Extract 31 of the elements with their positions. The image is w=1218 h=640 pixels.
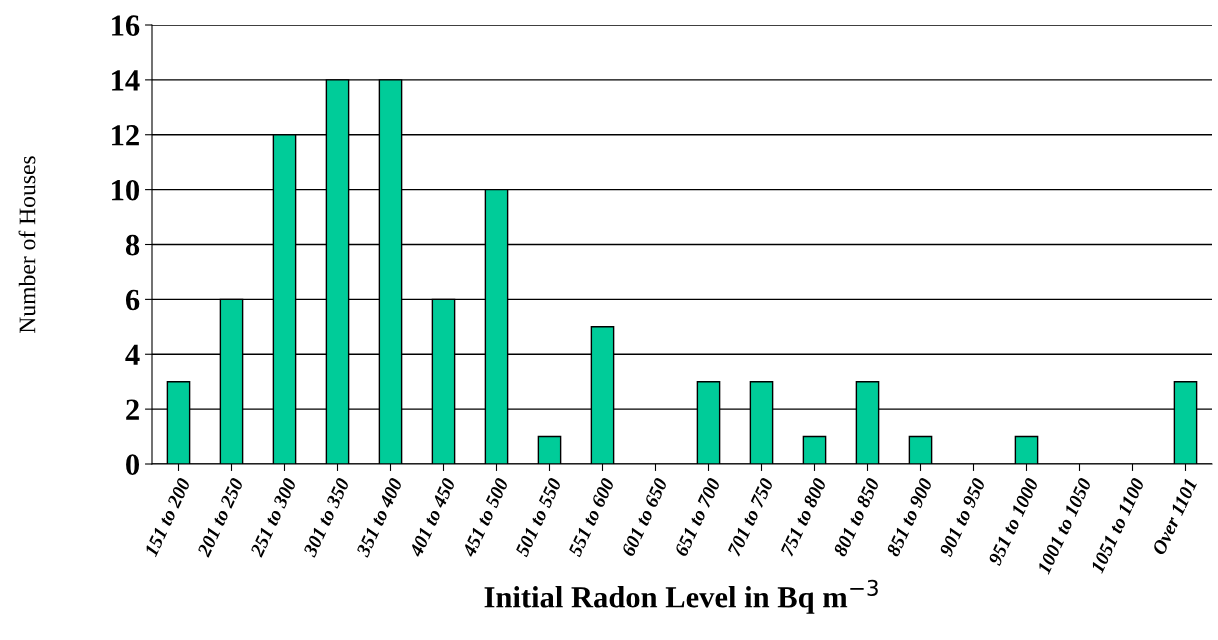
y-tick-label: 6 — [125, 289, 140, 311]
x-tick-label: 151 to 200 — [144, 477, 191, 558]
x-tick-label: 751 to 800 — [780, 477, 827, 557]
x-tick-label: 601 to 650 — [621, 477, 668, 558]
x-tick-label: 651 to 700 — [674, 477, 721, 558]
y-tick-label: 8 — [125, 234, 140, 256]
y-tick-label: 10 — [112, 179, 140, 201]
x-tick-label: 951 to 1000 — [987, 477, 1039, 567]
x-tick-label: 501 to 550 — [514, 477, 562, 558]
y-axis-title: Number of Houses — [18, 156, 36, 333]
y-tick-label: 12 — [112, 125, 139, 146]
x-tick-label: 351 to 400 — [355, 477, 403, 558]
x-tick-label: 851 to 900 — [886, 477, 933, 558]
x-tick-label: 551 to 600 — [567, 477, 615, 558]
y-tick-label: 2 — [126, 399, 139, 420]
x-tick-label: Over 1101 — [1151, 478, 1198, 556]
x-axis-title: Initial Radon Level in Bq m$^{−3}$ — [484, 579, 878, 614]
y-tick-label: 0 — [126, 454, 140, 475]
y-tick-label: 16 — [112, 15, 140, 36]
y-tick-label: 4 — [125, 344, 140, 365]
x-tick-label: 301 to 350 — [302, 477, 350, 558]
x-tick-label: 451 to 500 — [461, 477, 509, 558]
y-tick-label: 14 — [112, 70, 140, 91]
x-tick-label: 201 to 250 — [196, 477, 244, 558]
x-tick-label: 251 to 300 — [249, 477, 297, 558]
x-tick-label: 1001 to 1050 — [1036, 477, 1092, 575]
x-tick-label: 801 to 850 — [833, 477, 880, 558]
x-tick-label: 701 to 750 — [727, 477, 774, 557]
x-tick-label: 901 to 950 — [938, 477, 986, 558]
x-tick-label: 1051 to 1100 — [1090, 477, 1145, 574]
x-tick-label: 401 to 450 — [408, 477, 456, 558]
